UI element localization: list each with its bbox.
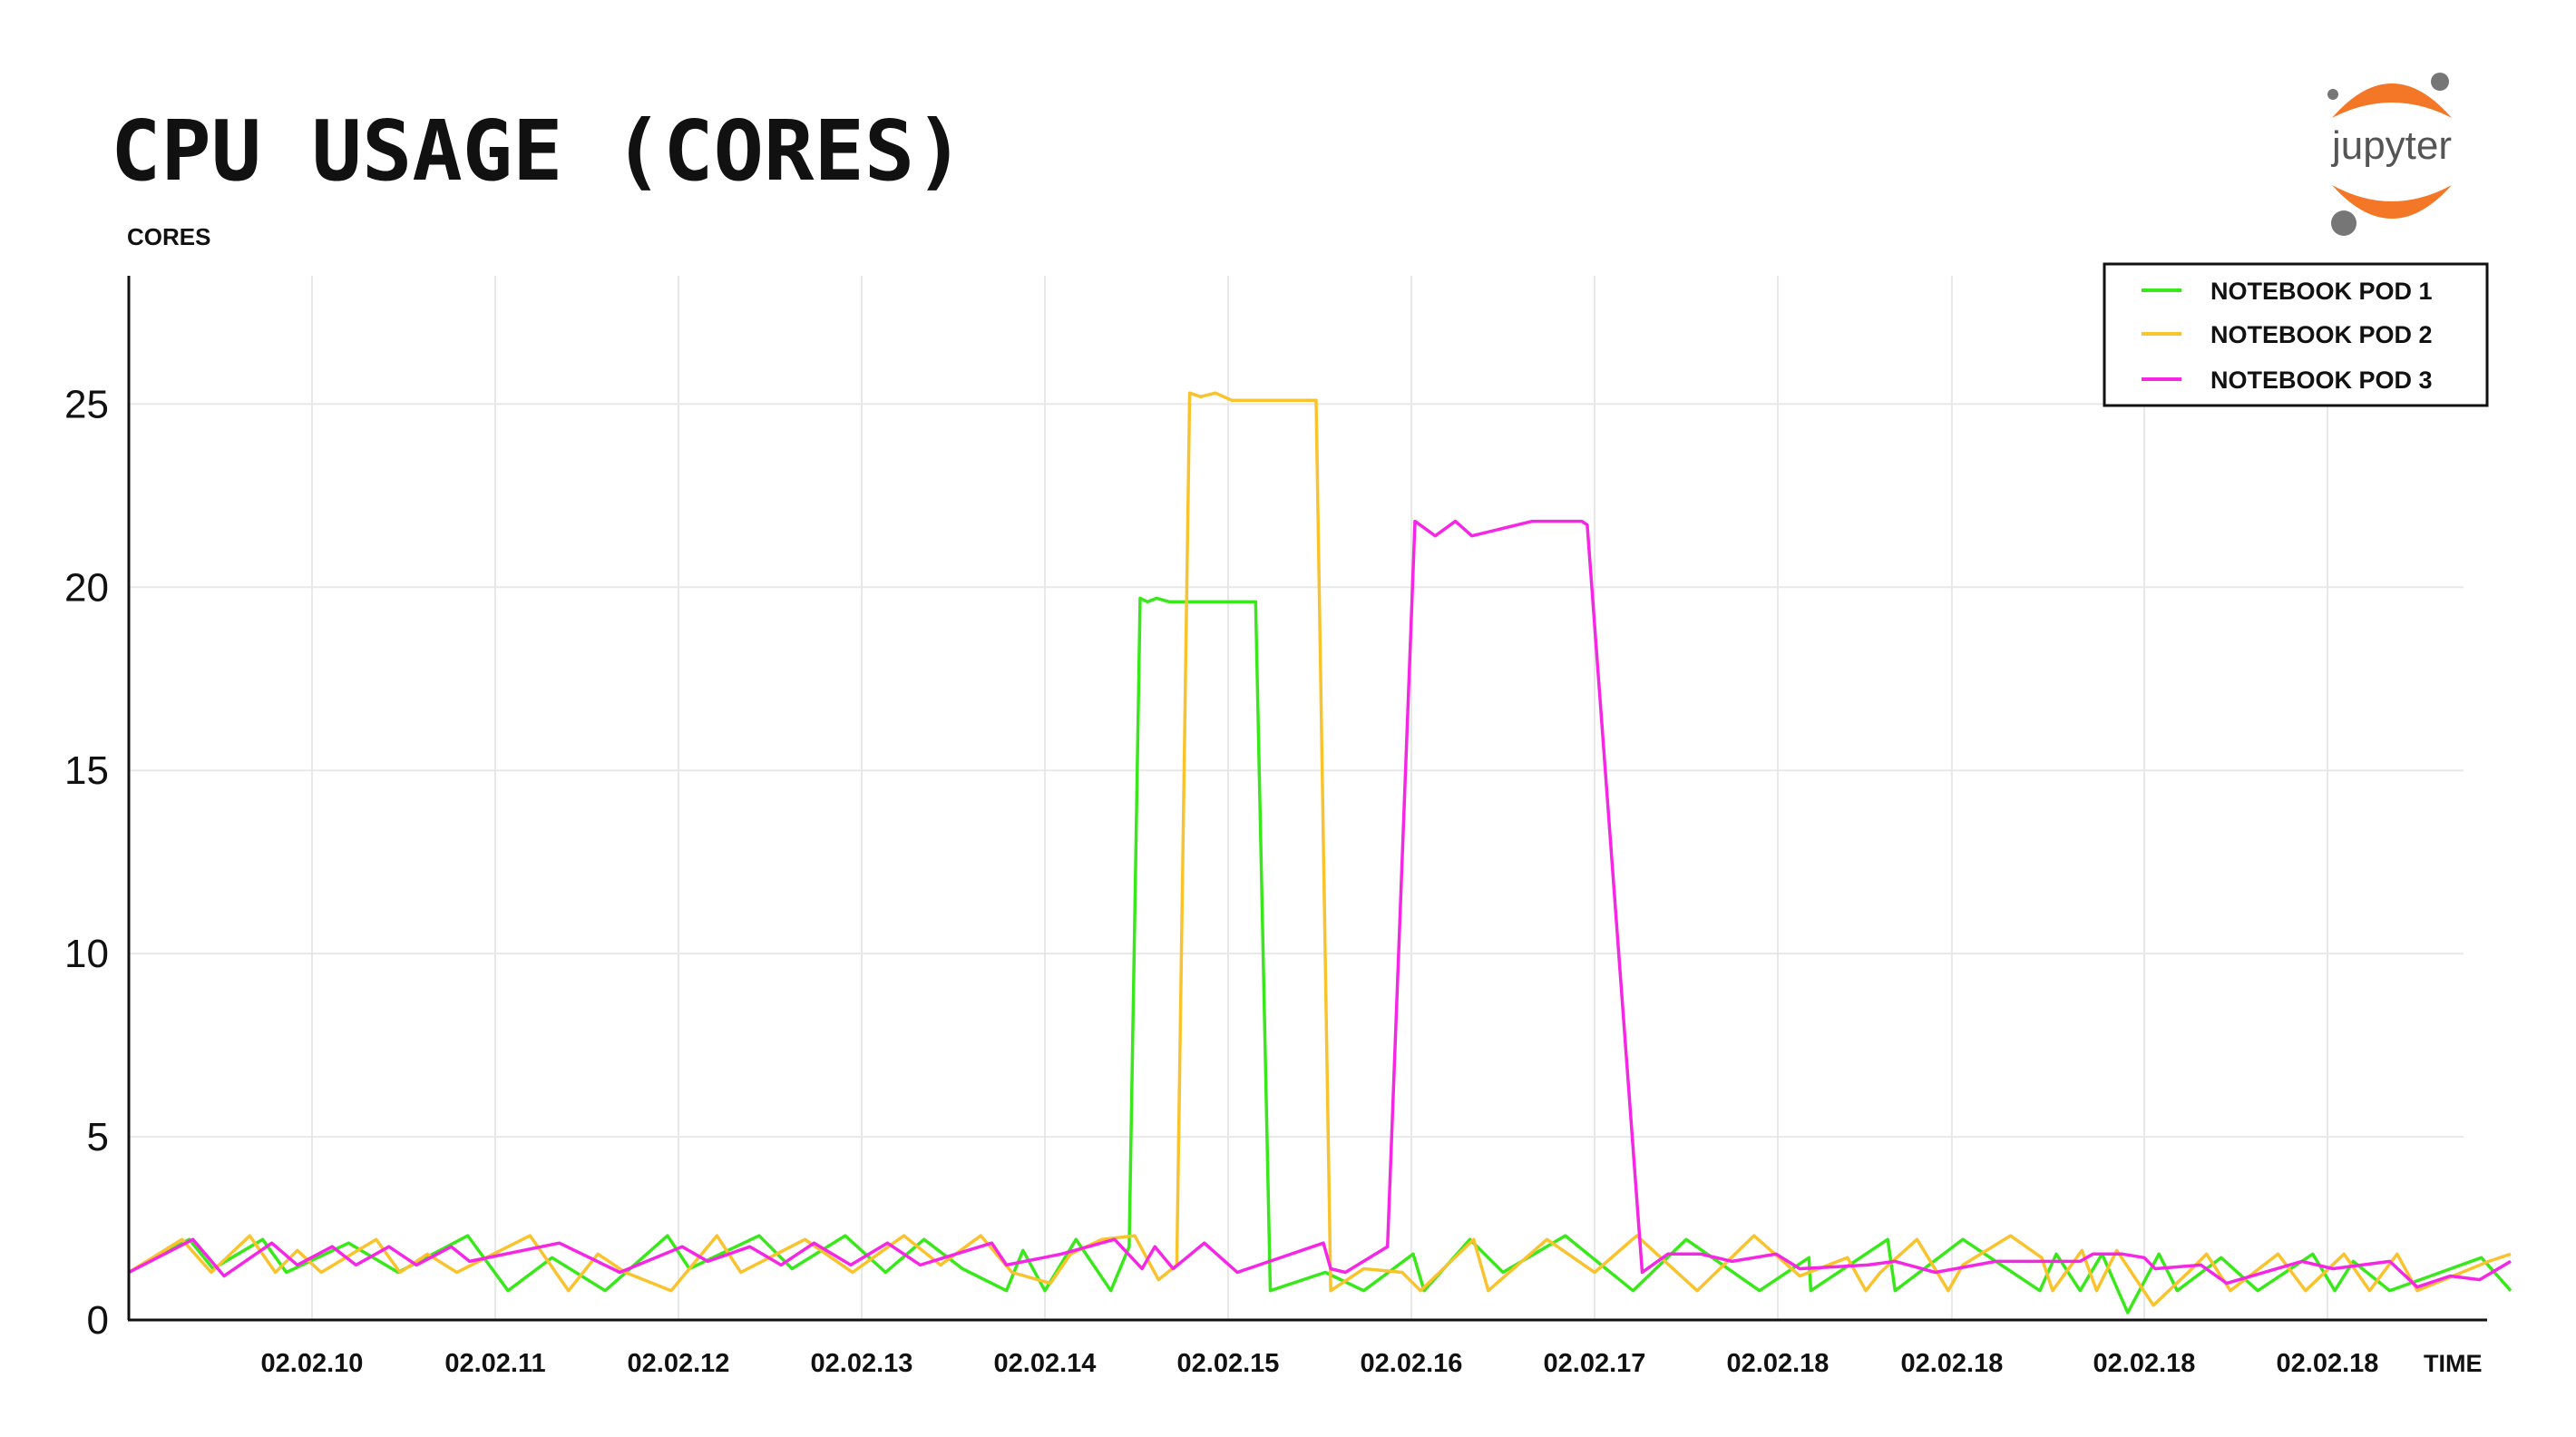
x-tick-label: 02.02.16 <box>1361 1349 1463 1378</box>
y-tick-label: 0 <box>87 1298 109 1343</box>
logo-dot-top-right <box>2431 73 2449 91</box>
x-tick-label: 02.02.17 <box>1544 1349 1646 1378</box>
y-tick-label: 25 <box>64 382 109 426</box>
x-tick-label: 02.02.14 <box>994 1349 1097 1378</box>
logo-dot-top-left <box>2327 89 2338 100</box>
x-tick-label: 02.02.18 <box>2277 1349 2379 1378</box>
logo-arc-bottom <box>2332 185 2452 219</box>
chart-title: CPU USAGE (CORES) <box>111 103 965 200</box>
y-tick-label: 10 <box>64 932 109 976</box>
legend: NOTEBOOK POD 1 NOTEBOOK POD 2 NOTEBOOK P… <box>2103 262 2489 407</box>
logo-arc-top <box>2332 83 2452 118</box>
y-tick-label: 5 <box>87 1115 109 1159</box>
legend-label-pod-2: NOTEBOOK POD 2 <box>2210 321 2433 348</box>
y-tick-label: 15 <box>64 748 109 793</box>
x-tick-label: 02.02.18 <box>1727 1349 1830 1378</box>
x-tick-labels: 02.02.10 02.02.11 02.02.12 02.02.13 02.02.14… <box>261 1349 2379 1378</box>
y-tick-labels: 0 5 10 15 20 25 <box>64 382 109 1343</box>
logo-dot-bottom-left <box>2331 210 2356 236</box>
x-tick-label: 02.02.15 <box>1177 1349 1280 1378</box>
x-tick-label: 02.02.13 <box>811 1349 913 1378</box>
x-tick-label: 02.02.11 <box>444 1349 545 1378</box>
grid <box>129 276 2464 1320</box>
x-tick-label: 02.02.18 <box>2093 1349 2196 1378</box>
y-tick-label: 20 <box>64 565 109 610</box>
series-line-pod-1 <box>128 596 2513 1315</box>
x-tick-label: 02.02.18 <box>1900 1349 2003 1378</box>
legend-label-pod-1: NOTEBOOK POD 1 <box>2210 278 2433 305</box>
series-lines <box>128 391 2513 1315</box>
logo-text: jupyter <box>2330 123 2452 168</box>
x-axis-label: TIME <box>2424 1350 2483 1377</box>
series-line-pod-3 <box>128 519 2512 1289</box>
legend-label-pod-3: NOTEBOOK POD 3 <box>2210 367 2433 394</box>
jupyter-logo: jupyter <box>2327 73 2452 236</box>
series-line-pod-2 <box>128 391 2512 1307</box>
x-tick-label: 02.02.10 <box>261 1349 364 1378</box>
y-axis-label: CORES <box>127 223 210 250</box>
x-tick-label: 02.02.12 <box>628 1349 730 1378</box>
